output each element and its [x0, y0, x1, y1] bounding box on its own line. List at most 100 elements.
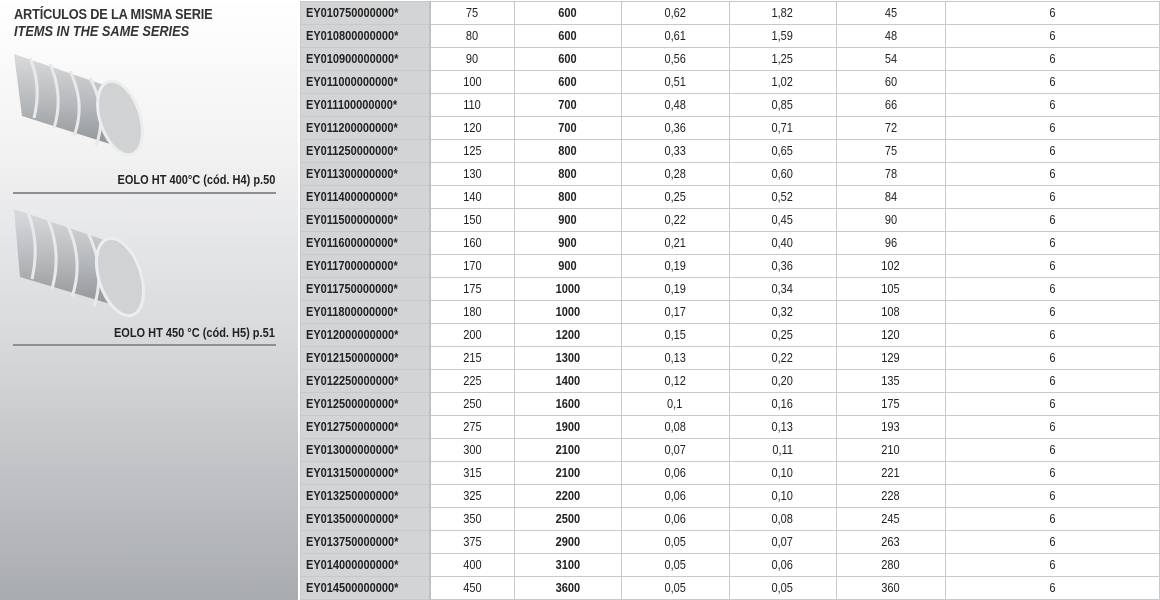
table-row: EY012250000000* 225 1400 0,12 0,20 135 6 — [300, 369, 1160, 393]
package-quantity-cell: 6 — [944, 70, 1160, 94]
pressure-loss-value: 0,07 — [771, 535, 794, 549]
bend-radius-value: 105 — [881, 282, 900, 296]
package-quantity-cell: 6 — [944, 185, 1160, 209]
weight-cell: 0,33 — [620, 139, 730, 163]
table-row: EY011250000000* 125 800 0,33 0,65 75 6 — [300, 139, 1160, 163]
table-row: EY011100000000* 110 700 0,48 0,85 66 6 — [300, 93, 1160, 117]
product-code-value: EY011200000000* — [306, 121, 398, 135]
weight-value: 0,19 — [664, 282, 686, 296]
pressure-loss-value: 0,32 — [771, 305, 794, 319]
package-quantity-value: 6 — [1048, 328, 1056, 342]
length-value: 2200 — [555, 489, 580, 503]
bend-radius-value: 263 — [881, 535, 900, 549]
bend-radius-value: 175 — [881, 397, 900, 411]
weight-value: 0,62 — [664, 6, 686, 20]
diameter-cell: 375 — [429, 530, 515, 554]
product-code-value: EY011000000000* — [306, 75, 398, 89]
pressure-loss-value: 0,34 — [771, 282, 794, 296]
pressure-loss-cell: 0,05 — [728, 576, 837, 600]
length-cell: 1300 — [513, 346, 622, 370]
pressure-loss-cell: 0,07 — [728, 530, 837, 554]
package-quantity-cell: 6 — [944, 415, 1160, 439]
package-quantity-cell: 6 — [944, 507, 1160, 531]
product-table: EY010750000000* 75 600 0,62 1,82 45 6 EY0108000… — [300, 1, 1160, 600]
weight-value: 0,19 — [664, 259, 686, 273]
bend-radius-cell: 105 — [835, 277, 946, 301]
diameter-value: 375 — [463, 535, 482, 549]
length-value: 800 — [558, 144, 577, 158]
diameter-cell: 140 — [429, 185, 515, 209]
length-value: 700 — [558, 98, 577, 112]
package-quantity-value: 6 — [1048, 558, 1056, 572]
weight-value: 0,06 — [664, 466, 686, 480]
package-quantity-cell: 6 — [944, 553, 1160, 577]
weight-cell: 0,06 — [620, 507, 730, 531]
bend-radius-cell: 175 — [835, 392, 946, 416]
package-quantity-cell: 6 — [944, 438, 1160, 462]
table-row: EY011600000000* 160 900 0,21 0,40 96 6 — [300, 231, 1160, 255]
length-cell: 900 — [513, 208, 622, 232]
pressure-loss-cell: 0,52 — [728, 185, 837, 209]
length-value: 1000 — [555, 305, 580, 319]
diameter-value: 160 — [463, 236, 482, 250]
table-row: EY013500000000* 350 2500 0,06 0,08 245 6 — [300, 507, 1160, 531]
pressure-loss-value: 0,16 — [771, 397, 794, 411]
table-row: EY014500000000* 450 3600 0,05 0,05 360 6 — [300, 576, 1160, 600]
weight-value: 0,06 — [664, 489, 686, 503]
diameter-cell: 325 — [429, 484, 515, 508]
product-code-value: EY012150000000* — [306, 351, 399, 365]
diameter-cell: 400 — [429, 553, 515, 577]
package-quantity-cell: 6 — [944, 530, 1160, 554]
diameter-value: 250 — [463, 397, 482, 411]
table-row: EY010750000000* 75 600 0,62 1,82 45 6 — [300, 1, 1160, 25]
package-quantity-value: 6 — [1048, 190, 1056, 204]
length-value: 1200 — [555, 328, 580, 342]
product-code-cell: EY013250000000* — [300, 484, 431, 508]
product-code-cell: EY011800000000* — [300, 300, 431, 324]
diameter-value: 200 — [463, 328, 482, 342]
bend-radius-value: 108 — [881, 305, 900, 319]
weight-cell: 0,17 — [620, 300, 730, 324]
length-cell: 600 — [513, 47, 622, 71]
length-cell: 1900 — [513, 415, 622, 439]
product-code-value: EY011700000000* — [306, 259, 398, 273]
related-item-caption[interactable]: EOLO HT 400°C (cód. H4) p.50 — [117, 173, 275, 187]
package-quantity-cell: 6 — [944, 1, 1160, 25]
package-quantity-value: 6 — [1048, 420, 1056, 434]
product-code-cell: EY013000000000* — [300, 438, 431, 462]
length-value: 900 — [558, 213, 577, 227]
related-items-panel: ARTÍCULOS DE LA MISMA SERIE ITEMS IN THE… — [0, 0, 298, 600]
table-row: EY011500000000* 150 900 0,22 0,45 90 6 — [300, 208, 1160, 232]
bend-radius-value: 78 — [884, 167, 897, 181]
product-code-cell: EY011300000000* — [300, 162, 431, 186]
length-cell: 900 — [513, 254, 622, 278]
diameter-cell: 315 — [429, 461, 515, 485]
product-code-cell: EY012250000000* — [300, 369, 431, 393]
product-code-value: EY010800000000* — [306, 29, 399, 43]
bend-radius-value: 96 — [884, 236, 897, 250]
diameter-value: 125 — [463, 144, 482, 158]
pressure-loss-value: 0,60 — [771, 167, 794, 181]
length-cell: 2200 — [513, 484, 622, 508]
diameter-cell: 160 — [429, 231, 515, 255]
related-item-caption[interactable]: EOLO HT 450 °C (cód. H5) p.51 — [114, 326, 275, 340]
product-code-value: EY013150000000* — [306, 466, 399, 480]
length-value: 3100 — [555, 558, 580, 572]
length-cell: 3100 — [513, 553, 622, 577]
product-code-cell: EY011100000000* — [300, 93, 431, 117]
pressure-loss-cell: 1,25 — [728, 47, 837, 71]
pressure-loss-cell: 1,59 — [728, 24, 837, 48]
diameter-value: 175 — [463, 282, 482, 296]
weight-cell: 0,07 — [620, 438, 730, 462]
length-value: 1600 — [555, 397, 580, 411]
bend-radius-value: 245 — [881, 512, 900, 526]
length-value: 600 — [558, 6, 577, 20]
table-row: EY013250000000* 325 2200 0,06 0,10 228 6 — [300, 484, 1160, 508]
bend-radius-value: 129 — [881, 351, 900, 365]
bend-radius-cell: 102 — [835, 254, 946, 278]
pressure-loss-cell: 0,40 — [728, 231, 837, 255]
pressure-loss-value: 0,71 — [771, 121, 794, 135]
product-code-value: EY012750000000* — [306, 420, 399, 434]
pressure-loss-value: 0,65 — [771, 144, 794, 158]
product-code-value: EY010900000000* — [306, 52, 399, 66]
